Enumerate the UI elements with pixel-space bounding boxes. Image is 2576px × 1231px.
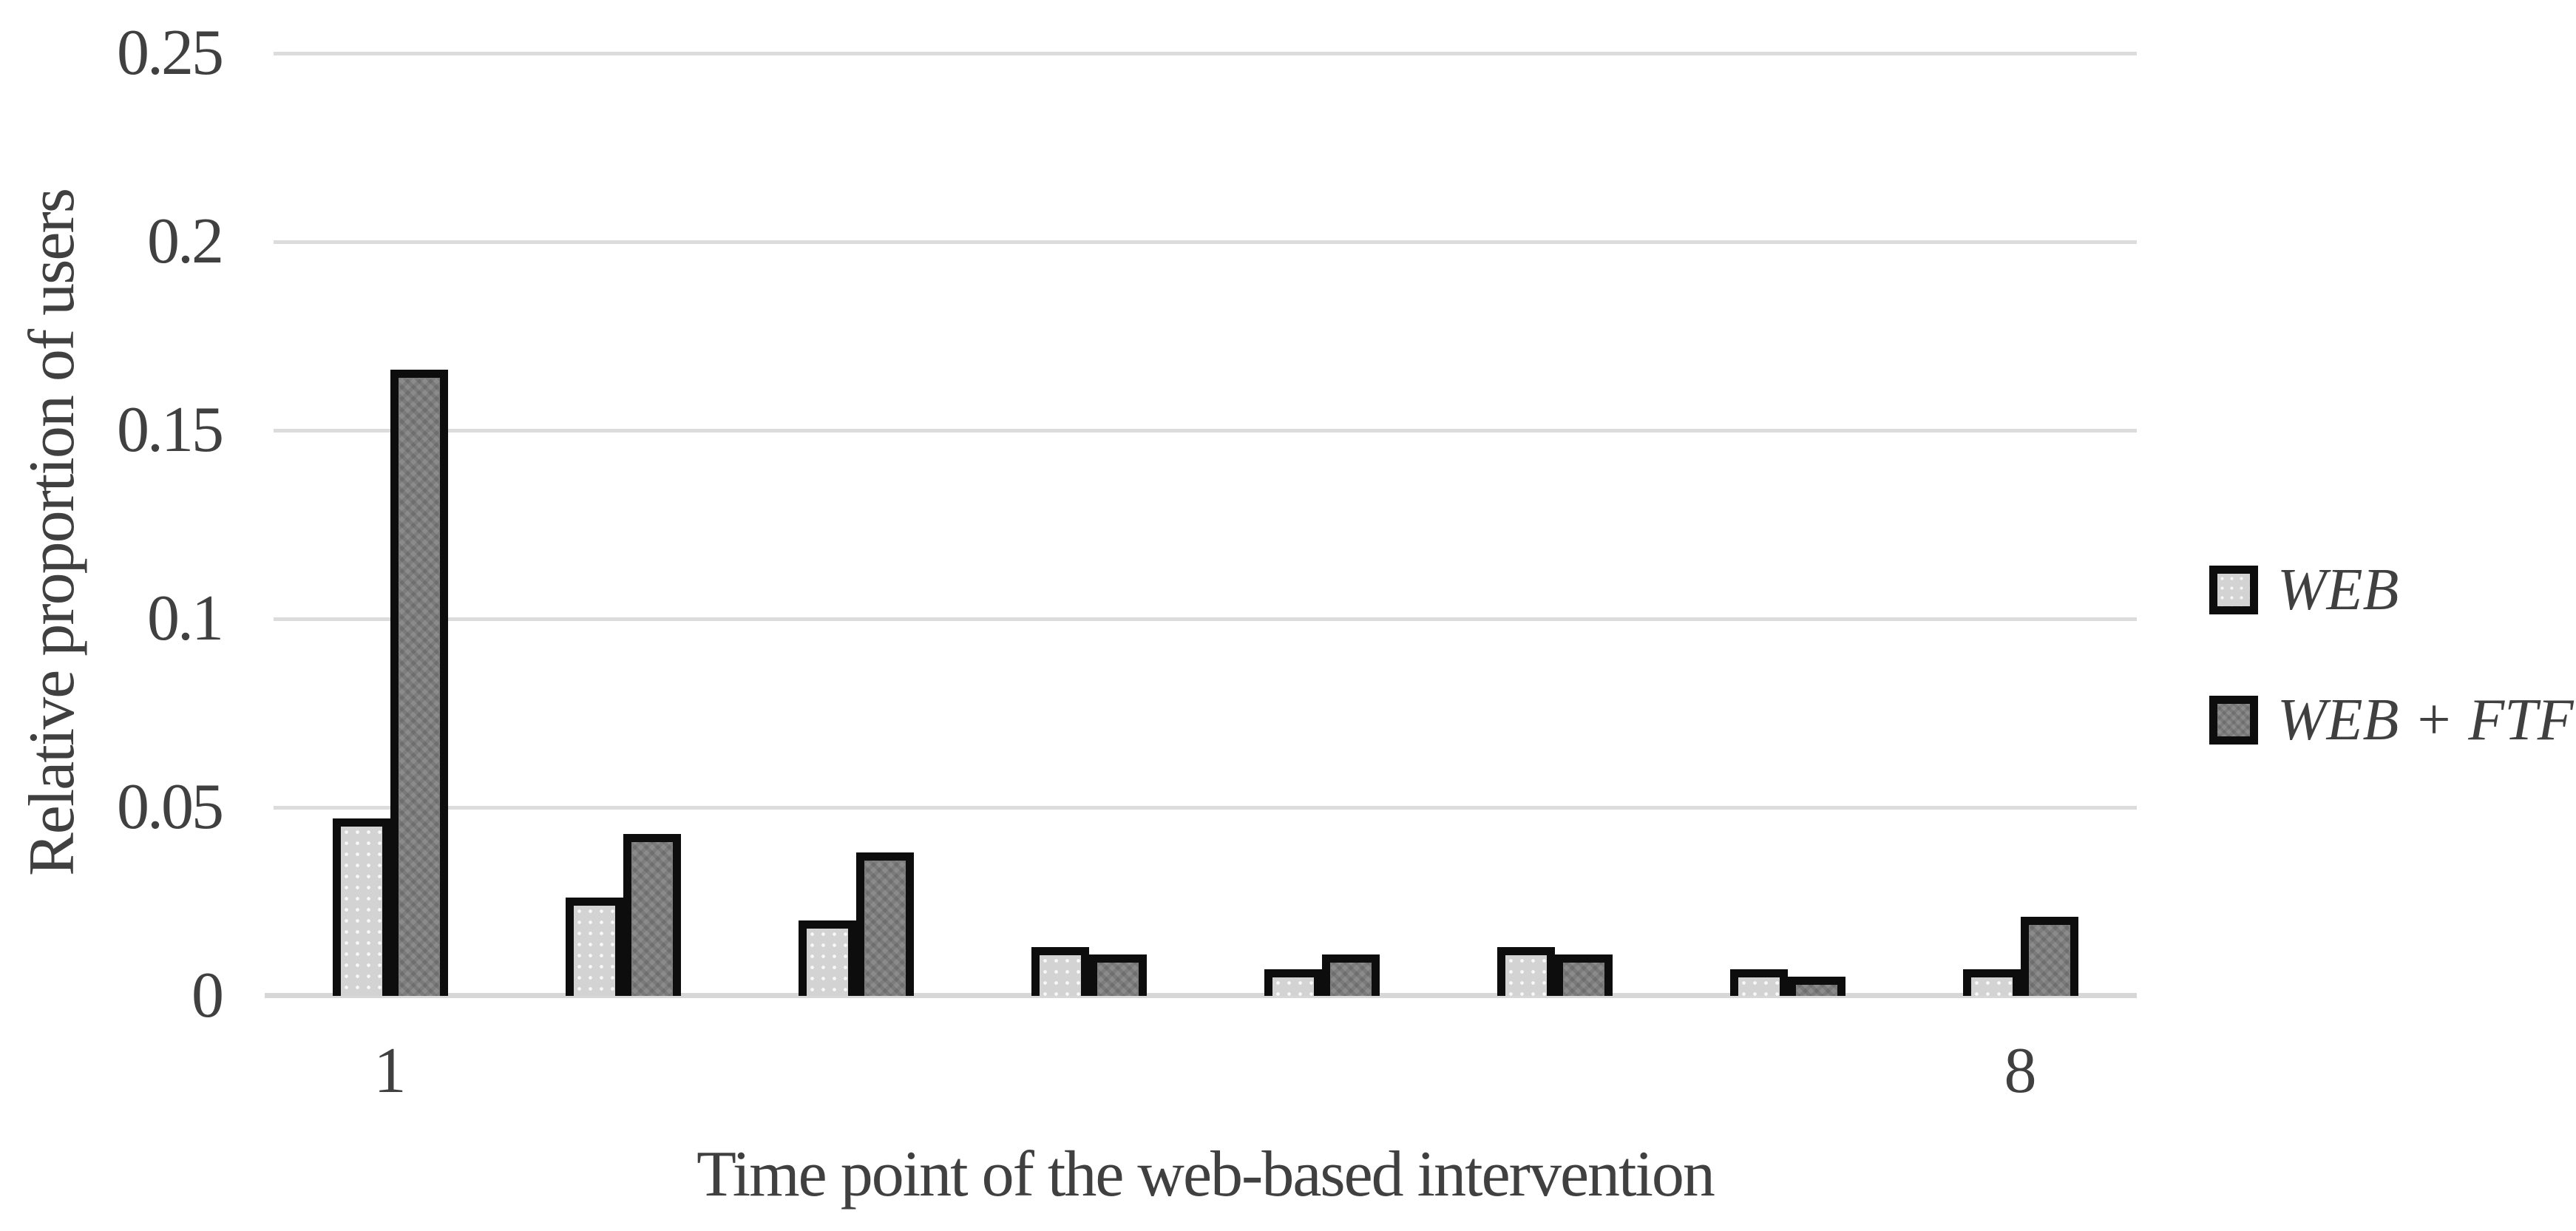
- bar-web-ftf-4: [1089, 954, 1147, 996]
- gridline-0.25: [274, 52, 2137, 55]
- bar-web-ftf-5: [1322, 954, 1380, 996]
- gridline-0.05: [274, 806, 2137, 810]
- bar-web-4: [1031, 947, 1089, 996]
- y-tick-label-0.25: 0.25: [117, 17, 224, 89]
- bar-web-8: [1963, 969, 2021, 996]
- legend-swatch-web-icon: [2209, 566, 2258, 614]
- legend-item-web-ftf: WEB + FTF: [2209, 686, 2574, 754]
- gridline-0.15: [274, 429, 2137, 433]
- legend-item-web: WEB: [2209, 556, 2399, 624]
- x-tick-label-8: 8: [2004, 1035, 2037, 1107]
- y-tick-label-0.05: 0.05: [117, 771, 224, 843]
- gridline-0.1: [274, 617, 2137, 621]
- bar-web-6: [1497, 947, 1555, 996]
- x-tick-label-1: 1: [373, 1035, 407, 1107]
- y-tick-label-0.1: 0.1: [147, 583, 224, 654]
- y-tick-label-0.15: 0.15: [117, 394, 224, 466]
- bar-web-7: [1730, 969, 1788, 996]
- bar-web-ftf-1: [390, 370, 448, 996]
- y-tick-label-0.2: 0.2: [147, 206, 224, 277]
- x-axis-line: [265, 993, 2137, 998]
- bar-web-2: [566, 898, 623, 996]
- x-axis-title: Time point of the web-based intervention: [696, 1139, 1715, 1210]
- bar-web-ftf-2: [623, 834, 681, 996]
- legend-label-web-ftf: WEB + FTF: [2277, 687, 2574, 753]
- legend-swatch-web-ftf-icon: [2209, 696, 2258, 745]
- plot-area: [265, 52, 2137, 998]
- bar-web-ftf-3: [856, 852, 914, 996]
- bar-web-3: [799, 920, 856, 996]
- bar-web-1: [333, 818, 390, 996]
- legend-label-web: WEB: [2277, 557, 2399, 623]
- y-axis-tick-labels: 0 0.05 0.1 0.15 0.2 0.25: [0, 0, 224, 1231]
- gridline-0.2: [274, 240, 2137, 244]
- bar-web-5: [1264, 969, 1322, 996]
- y-tick-label-0: 0: [191, 960, 224, 1031]
- bar-web-ftf-7: [1788, 977, 1845, 996]
- bar-web-ftf-8: [2021, 917, 2078, 996]
- bar-web-ftf-6: [1555, 954, 1613, 996]
